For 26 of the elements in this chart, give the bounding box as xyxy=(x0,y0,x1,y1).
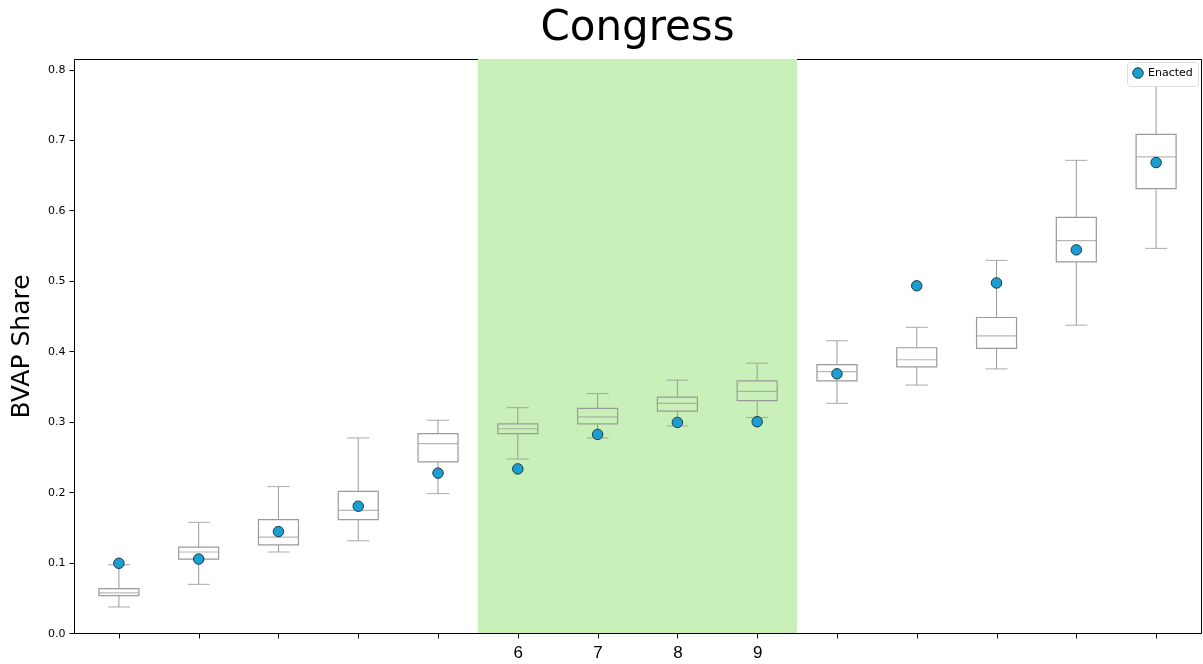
point xyxy=(911,280,923,292)
y-tick-label: 0.8 xyxy=(48,63,66,77)
x-tick-label: 8 xyxy=(673,642,683,662)
x-tick-label: 7 xyxy=(593,642,603,662)
point xyxy=(512,463,524,475)
y-tick-label: 0.5 xyxy=(48,274,66,288)
point xyxy=(1150,156,1162,169)
point xyxy=(591,428,604,441)
x-tick-label: 9 xyxy=(752,642,763,662)
point xyxy=(671,416,684,429)
x-tick-label: 6 xyxy=(513,642,524,662)
y-tick-label: 0.0 xyxy=(48,626,66,640)
y-tick-label: 0.4 xyxy=(48,344,66,358)
legend-label: Enacted xyxy=(1148,66,1193,79)
y-tick-label: 0.3 xyxy=(48,415,66,429)
point xyxy=(751,415,763,428)
y-axis-title: BVAP Share xyxy=(6,274,36,419)
y-tick-label: 0.6 xyxy=(48,203,66,217)
y-tick-label: 0.7 xyxy=(48,133,66,147)
chart-title: Congress xyxy=(540,1,735,50)
y-tick-label: 0.1 xyxy=(48,556,66,570)
point xyxy=(990,277,1003,289)
y-tick-label: 0.2 xyxy=(48,485,66,499)
point xyxy=(432,467,444,479)
point xyxy=(1070,244,1083,256)
point xyxy=(113,557,125,570)
